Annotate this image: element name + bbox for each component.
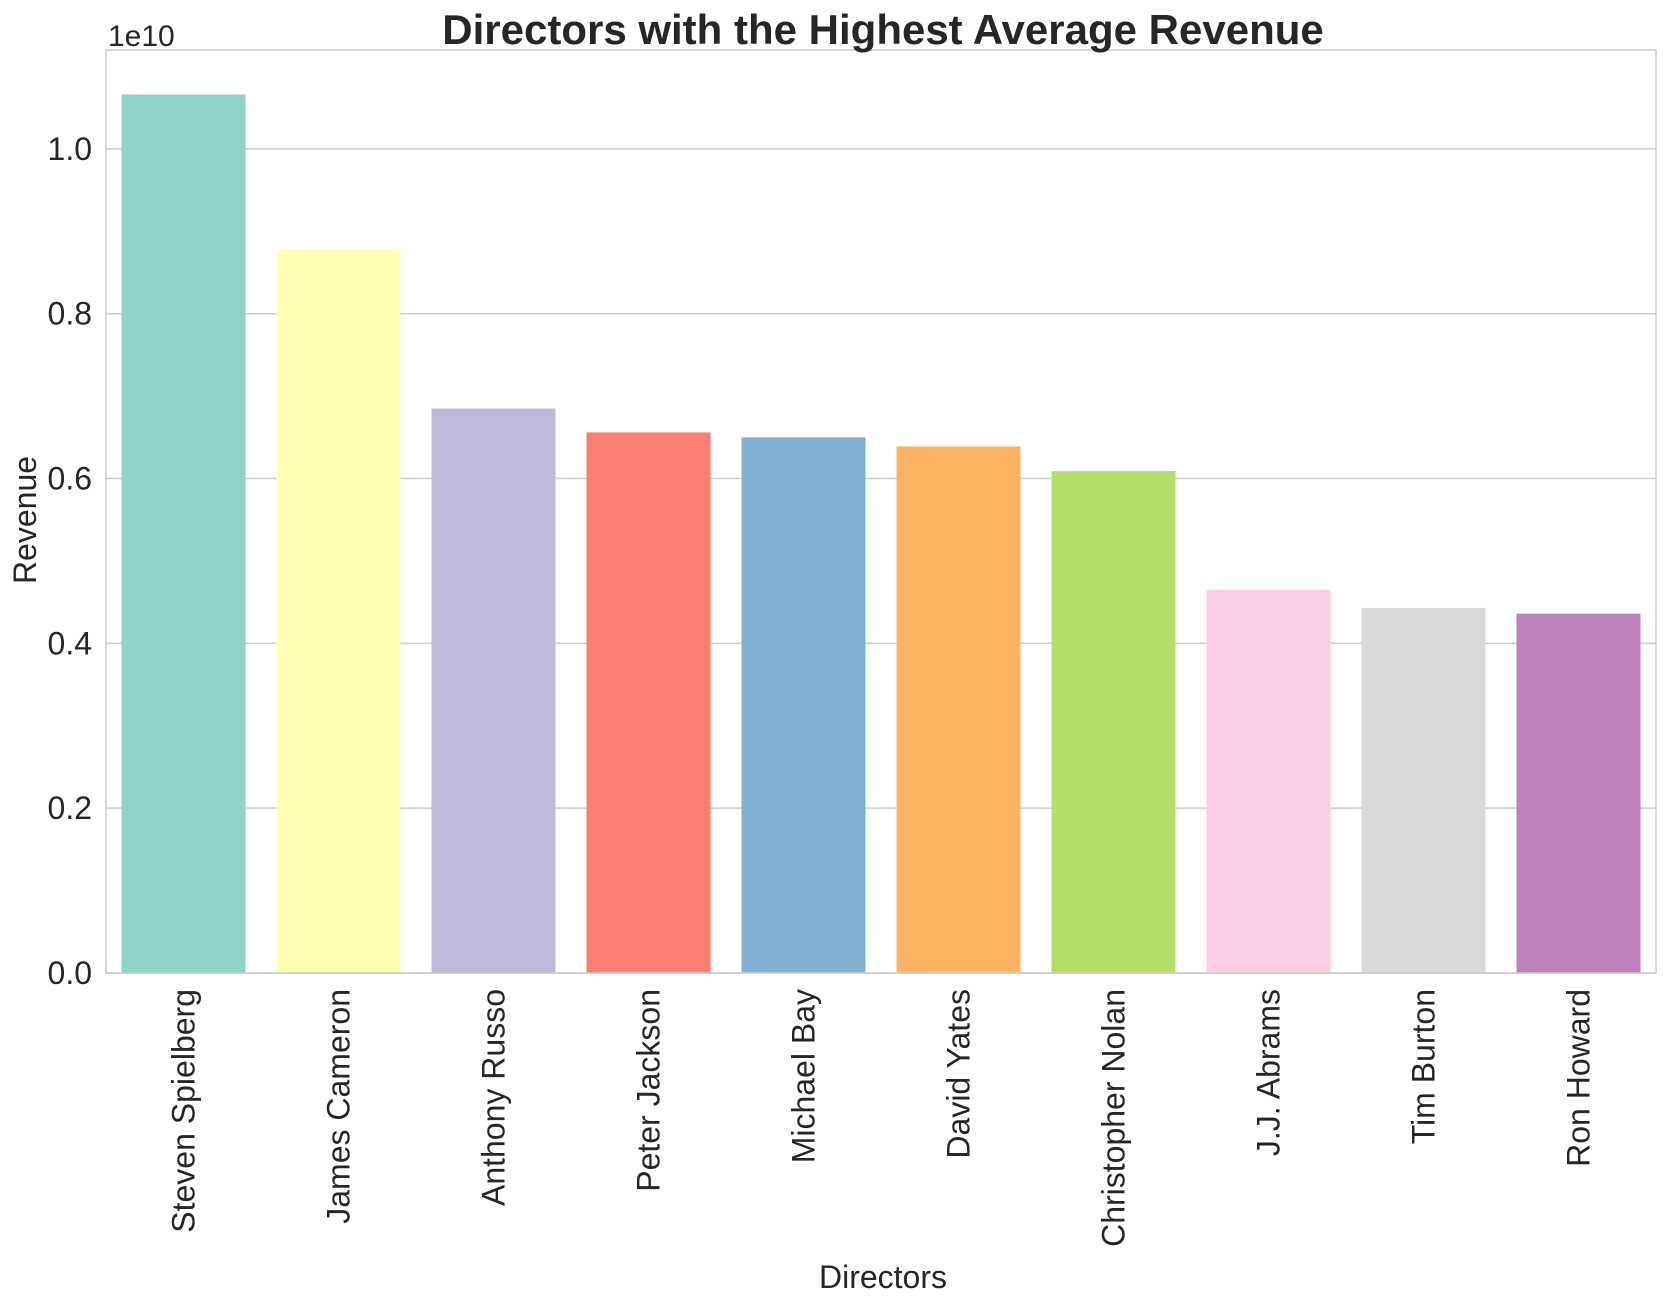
x-tick-label: Christopher Nolan bbox=[1096, 989, 1132, 1247]
x-tick-label: James Cameron bbox=[321, 989, 357, 1224]
x-tick-label: Anthony Russo bbox=[476, 989, 512, 1206]
x-axis-ticks: Steven Spielberg James Cameron Anthony Rus… bbox=[166, 989, 1597, 1247]
bar bbox=[121, 94, 246, 974]
bar bbox=[431, 408, 556, 974]
x-tick-label: Michael Bay bbox=[786, 989, 822, 1163]
y-tick-label: 0.2 bbox=[48, 790, 92, 826]
x-tick-label: J.J. Abrams bbox=[1251, 989, 1287, 1156]
x-tick-label: David Yates bbox=[941, 989, 977, 1159]
bar bbox=[1051, 471, 1176, 973]
y-axis-label: Revenue bbox=[7, 456, 43, 584]
bar bbox=[741, 437, 866, 974]
bar bbox=[1206, 589, 1331, 973]
bar bbox=[1361, 607, 1486, 973]
x-tick-label: Steven Spielberg bbox=[166, 989, 202, 1233]
bar bbox=[276, 249, 401, 973]
y-axis-offset-label: 1e10 bbox=[108, 20, 175, 53]
bar bbox=[896, 446, 1021, 974]
x-tick-label: Ron Howard bbox=[1561, 989, 1597, 1167]
x-tick-label: Peter Jackson bbox=[631, 989, 667, 1192]
bars bbox=[121, 94, 1641, 974]
bar bbox=[1516, 613, 1641, 973]
y-tick-label: 0.8 bbox=[48, 296, 92, 332]
y-tick-label: 0.0 bbox=[48, 955, 92, 991]
y-tick-label: 1.0 bbox=[48, 131, 92, 167]
y-tick-label: 0.4 bbox=[48, 625, 92, 661]
y-axis-ticks: 0.0 0.2 0.4 0.6 0.8 1.0 bbox=[48, 131, 92, 991]
bar bbox=[586, 432, 711, 973]
x-axis-label: Directors bbox=[819, 1259, 947, 1295]
x-tick-label: Tim Burton bbox=[1406, 989, 1442, 1144]
y-tick-label: 0.6 bbox=[48, 461, 92, 497]
plot-frame bbox=[105, 49, 1657, 974]
chart-title: Directors with the Highest Average Reven… bbox=[442, 6, 1323, 53]
